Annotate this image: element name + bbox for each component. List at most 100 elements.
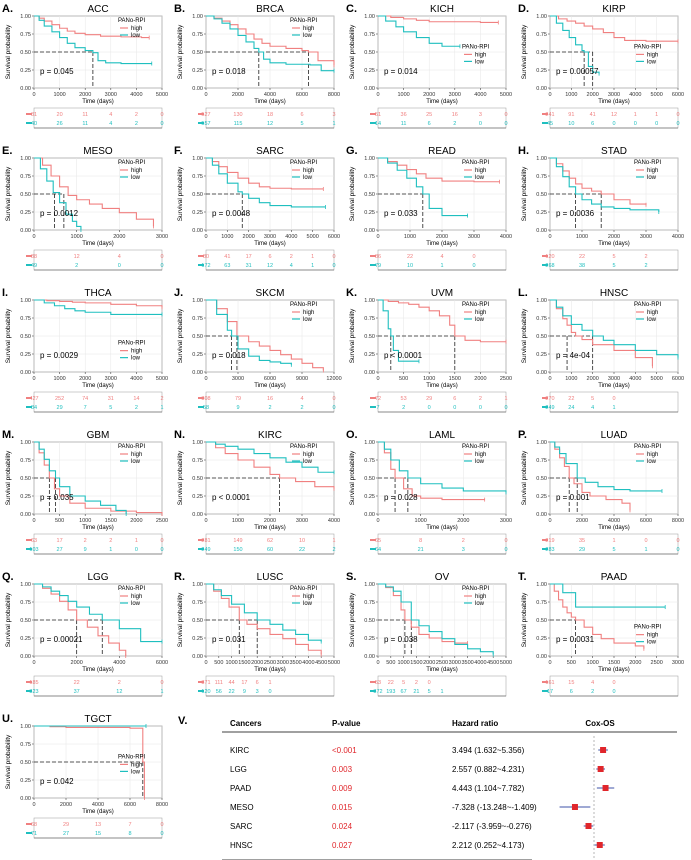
risk-count: 29: [579, 547, 585, 553]
legend-label-high: high: [475, 52, 486, 58]
y-axis-label: Survival probability: [177, 166, 184, 221]
km-panel-lusc: R. LUSC Survival probability 0.00 0.25 0.50 0.…: [174, 571, 340, 697]
risk-count: 0: [655, 121, 658, 127]
panel-letter: D.: [518, 3, 529, 15]
x-tick-label: 5000: [328, 660, 340, 666]
x-tick-label: 0: [32, 518, 35, 524]
x-axis-label: Time (days): [254, 241, 285, 247]
p-value: p = 0.0031: [556, 635, 595, 644]
panel-title: OV: [435, 572, 450, 583]
x-tick-label: 6000: [296, 92, 308, 98]
p-value: p = 0.014: [384, 67, 418, 76]
risk-count: 9: [236, 405, 239, 411]
p-value: p = 0.018: [212, 351, 246, 360]
km-panel-kirp: D. KIRP Survival probability 0.00 0.25 0.50 0.…: [518, 3, 684, 129]
risk-count: 22: [388, 680, 394, 686]
legend-label-low: low: [131, 356, 141, 362]
x-tick-label: 1000: [565, 92, 577, 98]
y-tick-label: 0.50: [536, 50, 547, 56]
x-tick-label: 2000: [264, 518, 276, 524]
x-tick-label: 1000: [576, 234, 588, 240]
y-tick-label: 0.00: [364, 512, 375, 518]
risk-count: 1: [504, 396, 507, 402]
risk-count: 249: [545, 405, 554, 411]
km-curve-low: [34, 583, 162, 643]
y-tick-label: 0.00: [536, 654, 547, 660]
risk-count: 372: [373, 689, 382, 695]
risk-count: 17: [246, 254, 252, 260]
y-axis-label: Survival probability: [349, 592, 356, 647]
risk-count: 6: [591, 121, 594, 127]
forest-cancer: SARC: [230, 822, 252, 831]
risk-count: 120: [201, 689, 210, 695]
risk-count: 3: [462, 547, 465, 553]
risk-count: 283: [545, 547, 554, 553]
km-curve-low: [550, 299, 679, 358]
risk-count: 0: [612, 121, 615, 127]
y-axis-label: Survival probability: [5, 166, 12, 221]
y-tick-label: 0.50: [20, 760, 31, 766]
y-tick-label: 0.75: [192, 316, 203, 322]
legend-title: PANo-RPI: [118, 18, 146, 24]
risk-count: 16: [452, 112, 458, 118]
panel-letter: K.: [346, 287, 357, 299]
legend-title: PANo-RPI: [462, 444, 490, 450]
y-tick-label: 0.25: [364, 352, 375, 358]
x-axis-label: Time (days): [82, 241, 113, 247]
y-tick-label: 0.50: [20, 618, 31, 624]
panel-letter: S.: [346, 571, 356, 583]
x-tick-label: 6000: [672, 376, 684, 382]
risk-count: 11: [82, 112, 88, 118]
risk-count: 63: [31, 538, 37, 544]
y-tick-label: 0.50: [192, 334, 203, 340]
risk-count: 149: [233, 538, 242, 544]
y-tick-label: 0.25: [20, 778, 31, 784]
x-tick-label: 0: [32, 234, 35, 240]
risk-count: 1: [440, 689, 443, 695]
x-tick-label: 2500: [500, 376, 512, 382]
y-tick-label: 0.75: [192, 174, 203, 180]
panel-title: ACC: [87, 4, 108, 15]
x-tick-label: 5000: [500, 92, 512, 98]
legend-label-low: low: [131, 601, 141, 607]
x-tick-label: 2000: [457, 518, 469, 524]
x-tick-label: 2000: [251, 660, 263, 666]
risk-count: 11: [401, 121, 407, 127]
x-tick-label: 9000: [296, 376, 308, 382]
y-tick-label: 0.25: [536, 210, 547, 216]
y-axis-label: Survival probability: [5, 592, 12, 647]
panel-title: READ: [428, 146, 456, 157]
legend-label-low: low: [647, 59, 657, 65]
risk-count: 38: [31, 254, 37, 260]
risk-count: 2: [84, 538, 87, 544]
legend-label-high: high: [303, 452, 314, 458]
risk-count: 41: [224, 254, 230, 260]
risk-count: 4: [591, 405, 594, 411]
risk-count: 10: [407, 263, 413, 269]
forest-point: [597, 766, 604, 772]
y-tick-label: 1.00: [364, 582, 375, 588]
risk-count: 12: [611, 112, 617, 118]
legend-label-low: low: [303, 33, 313, 39]
risk-count: 36: [401, 112, 407, 118]
x-tick-label: 3000: [608, 92, 620, 98]
risk-count: 103: [29, 547, 38, 553]
km-curve-high: [378, 441, 485, 501]
risk-count: 0: [160, 121, 163, 127]
y-tick-label: 0.50: [20, 50, 31, 56]
legend-label-low: low: [303, 601, 313, 607]
x-tick-label: 500: [55, 518, 64, 524]
x-tick-label: 1000: [232, 518, 244, 524]
y-tick-label: 0.25: [20, 494, 31, 500]
y-tick-label: 0.50: [536, 618, 547, 624]
y-tick-label: 1.00: [192, 440, 203, 446]
km-panel-tgct: U. TGCT Survival probability 0.00 0.25 0.50 0.…: [2, 713, 168, 839]
y-tick-label: 1.00: [536, 156, 547, 162]
risk-count: 0: [160, 263, 163, 269]
panel-title: BRCA: [256, 4, 284, 15]
x-tick-label: 4000: [328, 518, 340, 524]
risk-count: 1: [311, 254, 314, 260]
km-curve-high: [34, 725, 145, 798]
x-tick-label: 2000: [587, 376, 599, 382]
risk-count: 2: [402, 405, 405, 411]
